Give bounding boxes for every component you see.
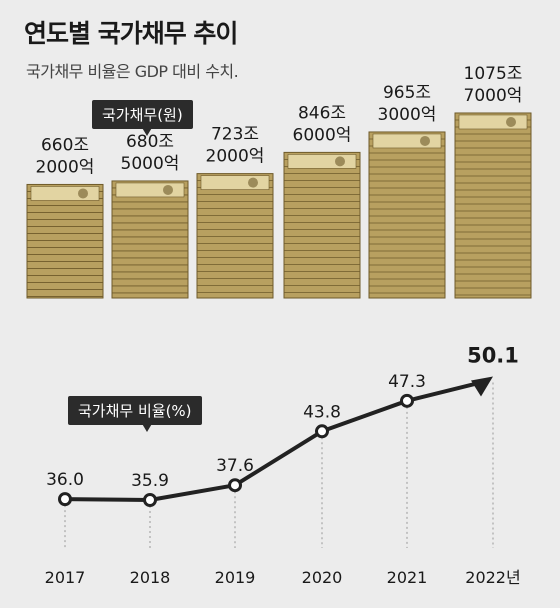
ratio-point <box>58 492 72 507</box>
ratio-value-label: 43.8 <box>303 402 341 422</box>
debt-label-pointer <box>141 126 153 136</box>
debt-bar-2 <box>196 173 274 299</box>
debt-value-label: 6000억 <box>293 125 352 145</box>
chart-subtitle: 국가채무 비율은 GDP 대비 수치. <box>26 62 239 81</box>
ratio-line <box>64 380 482 502</box>
debt-value-label: 660조 <box>41 135 89 155</box>
year-tick-label: 2022년 <box>465 568 520 587</box>
ratio-value-label: 36.0 <box>46 470 84 490</box>
debt-value-label: 723조 <box>211 125 259 145</box>
ratio-point <box>228 478 242 493</box>
debt-label: 국가채무(원) <box>92 100 193 129</box>
debt-bar-5 <box>454 112 532 299</box>
debt-value-label: 1075조 <box>464 64 523 84</box>
ratio-point <box>400 393 414 408</box>
ratio-value-label: 37.6 <box>216 456 254 476</box>
debt-bar-3 <box>283 151 361 299</box>
debt-value-label: 7000억 <box>464 86 523 106</box>
year-tick-label: 2021 <box>387 568 428 587</box>
ratio-arrowhead <box>471 376 493 397</box>
debt-bar-0 <box>26 183 104 299</box>
debt-bar-1 <box>111 180 189 299</box>
ratio-point <box>315 424 329 439</box>
year-tick-label: 2018 <box>130 568 171 587</box>
debt-value-label: 3000억 <box>378 105 437 125</box>
year-tick-label: 2017 <box>45 568 86 587</box>
year-tick-label: 2020 <box>302 568 343 587</box>
debt-bar-4 <box>368 131 446 299</box>
ratio-value-label: 50.1 <box>467 343 519 367</box>
ratio-label-pointer <box>141 422 153 432</box>
ratio-value-label: 47.3 <box>388 372 426 392</box>
year-tick-label: 2019 <box>215 568 256 587</box>
debt-value-label: 965조 <box>383 83 431 103</box>
ratio-point <box>143 493 157 507</box>
ratio-label: 국가채무 비율(%) <box>68 396 202 425</box>
debt-value-label: 5000억 <box>121 154 180 174</box>
ratio-value-label: 35.9 <box>131 471 169 491</box>
debt-value-label: 846조 <box>298 103 346 123</box>
chart-title: 연도별 국가채무 추이 <box>24 19 238 48</box>
debt-value-label: 2000억 <box>206 147 265 167</box>
debt-value-label: 2000억 <box>36 157 95 177</box>
debt-value-label: 680조 <box>126 132 174 152</box>
